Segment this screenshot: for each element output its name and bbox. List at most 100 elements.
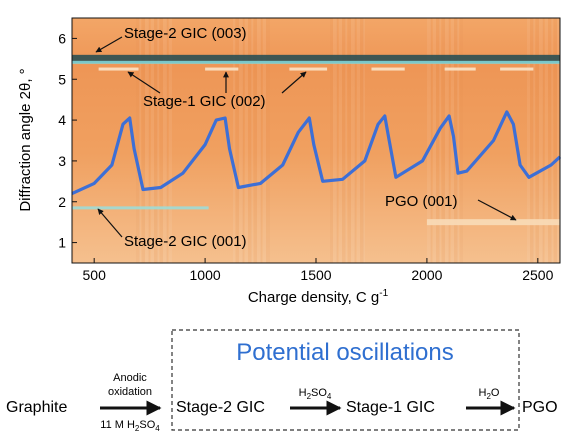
heatmap-streak: [427, 18, 431, 263]
heatmap-streak: [448, 18, 450, 263]
band-stage2-003-highlight: [72, 60, 560, 64]
band-stage1-002: [444, 67, 476, 71]
band-stage1-002: [500, 67, 534, 71]
heatmap-streak: [536, 18, 539, 263]
y-tick-label: 6: [58, 30, 66, 46]
annotation-arrow-stage1-002-a: [127, 71, 161, 94]
oscillation-box: [171, 329, 520, 431]
annotation-stage2-001: Stage-2 GIC (001): [124, 233, 247, 250]
y-axis-ticks: 1 2 3 4 5 6: [58, 30, 77, 251]
y-tick-label: 2: [58, 194, 66, 210]
x-tick-label: 1000: [190, 267, 221, 283]
x-tick-label: 2500: [522, 267, 553, 283]
heatmap-streak: [254, 18, 257, 263]
annotation-arrow-stage1-002-c: [281, 71, 307, 94]
x-axis-unit-exponent: -1: [379, 288, 388, 299]
heatmap-streak: [357, 18, 360, 263]
heatmap-streak: [266, 18, 270, 263]
heatmap-streak: [351, 18, 355, 263]
band-stage1-002: [289, 67, 328, 71]
heatmap-streak: [554, 18, 557, 263]
heatmap-streak: [439, 18, 441, 263]
heatmap-streak: [154, 18, 158, 263]
heatmap-streak: [457, 18, 459, 263]
heatmap-streak: [248, 18, 252, 263]
heatmap-streak: [145, 18, 149, 263]
reaction-scheme: Potential oscillations Graphite Anodic o…: [6, 329, 558, 433]
scheme-arrow1-bottom: 11 M H2SO4: [100, 419, 160, 433]
heatmap-streak: [436, 18, 440, 263]
heatmap-streak: [527, 18, 530, 263]
band-pgo-001: [426, 219, 560, 226]
heatmap-streak: [242, 18, 244, 263]
heatmap-streak: [557, 18, 561, 263]
heatmap-streak: [348, 18, 351, 263]
band-stage2-003: [72, 54, 560, 63]
heatmap-streak: [169, 18, 172, 263]
scheme-stage2: Stage-2 GIC: [176, 399, 265, 416]
heatmap-streak: [354, 18, 356, 263]
heatmap-streak: [157, 18, 159, 263]
heatmap-streak: [342, 18, 346, 263]
band-stage1-002: [371, 67, 405, 71]
heatmap-streak: [136, 18, 140, 263]
heatmap-streak: [460, 18, 463, 263]
heatmap-streak: [148, 18, 150, 263]
heatmap-streak: [72, 18, 74, 263]
heatmap-streak: [430, 18, 432, 263]
band-stage1-002: [205, 67, 239, 71]
x-axis-label: Charge density, C g-1: [248, 288, 389, 306]
heatmap-streak: [263, 18, 266, 263]
heatmap-streak: [139, 18, 141, 263]
annotation-arrow-pgo-001: [477, 199, 517, 221]
heatmap-streak: [245, 18, 248, 263]
annotations: Stage-2 GIC (003) Stage-1 GIC (002) Stag…: [95, 25, 517, 250]
y-tick-label: 1: [58, 235, 66, 251]
heatmap-streak: [142, 18, 145, 263]
y-tick-label: 3: [58, 153, 66, 169]
heatmap-streaks: [72, 18, 561, 263]
heatmap-streak: [445, 18, 449, 263]
heatmap-streak: [236, 18, 239, 263]
heatmap-streak: [345, 18, 347, 263]
diffraction-bands: [72, 54, 560, 226]
scheme-graphite: Graphite: [6, 399, 67, 416]
x-tick-label: 500: [83, 267, 107, 283]
potential-curve: [71, 110, 562, 196]
heatmap-streak: [233, 18, 235, 263]
band-stage2-001: [72, 206, 209, 210]
heatmap-streak: [454, 18, 458, 263]
x-axis-ticks: 500 1000 1500 2000 2500: [83, 258, 554, 283]
y-tick-label: 5: [58, 71, 66, 87]
scheme-arrow3-top: H2O: [479, 387, 500, 401]
x-tick-label: 2000: [411, 267, 442, 283]
heatmap-streak: [542, 18, 544, 263]
scheme-pgo: PGO: [522, 399, 558, 416]
heatmap-streak: [260, 18, 262, 263]
heatmap-streak: [160, 18, 163, 263]
scheme-stage1: Stage-1 GIC: [346, 399, 435, 416]
heatmap-streak: [151, 18, 154, 263]
heatmap-streak: [530, 18, 534, 263]
scheme-box-title: Potential oscillations: [236, 339, 453, 366]
heatmap-streak: [239, 18, 243, 263]
heatmap-streak: [333, 18, 337, 263]
annotation-arrow-stage2-003: [95, 36, 123, 53]
annotation-pgo-001: PGO (001): [385, 193, 458, 210]
heatmap-streak: [548, 18, 552, 263]
x-tick-label: 1500: [300, 267, 331, 283]
heatmap-streak: [163, 18, 167, 263]
annotation-stage1-002: Stage-1 GIC (002): [143, 93, 266, 110]
heatmap-streak: [551, 18, 553, 263]
band-stage1-002: [98, 67, 139, 71]
heatmap-streak: [360, 18, 364, 263]
heatmap-streak: [339, 18, 342, 263]
heatmap-streak: [545, 18, 548, 263]
annotation-stage2-003: Stage-2 GIC (003): [124, 25, 247, 42]
heatmap-streak: [257, 18, 261, 263]
heatmap-streak: [336, 18, 338, 263]
heatmap-streak: [166, 18, 168, 263]
heatmap-panel: 500 1000 1500 2000 2500 1 2 3 4 5 6: [58, 17, 562, 283]
heatmap-streak: [442, 18, 445, 263]
